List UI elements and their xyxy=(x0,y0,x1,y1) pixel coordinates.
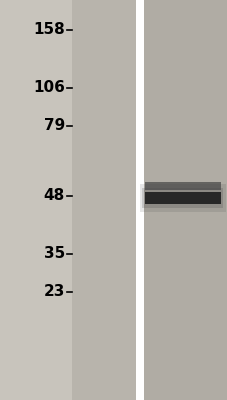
Text: 106: 106 xyxy=(33,80,65,96)
Bar xyxy=(135,0,143,400)
Bar xyxy=(144,182,220,190)
Text: 35: 35 xyxy=(44,246,65,262)
Bar xyxy=(144,192,220,204)
Text: 79: 79 xyxy=(44,118,65,134)
Bar xyxy=(142,188,222,208)
Bar xyxy=(72,0,135,400)
Text: 158: 158 xyxy=(33,22,65,38)
Bar xyxy=(140,184,225,212)
Text: 48: 48 xyxy=(44,188,65,204)
Bar xyxy=(143,0,227,400)
Text: 23: 23 xyxy=(43,284,65,300)
